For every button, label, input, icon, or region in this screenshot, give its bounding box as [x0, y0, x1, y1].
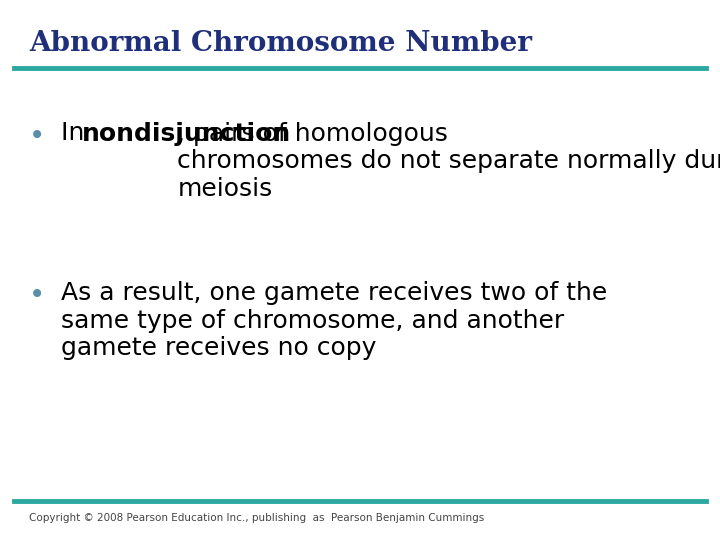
- Text: •: •: [29, 281, 45, 309]
- Text: Abnormal Chromosome Number: Abnormal Chromosome Number: [29, 30, 532, 57]
- Text: nondisjunction: nondisjunction: [82, 122, 291, 145]
- Text: As a result, one gamete receives two of the
same type of chromosome, and another: As a result, one gamete receives two of …: [61, 281, 608, 360]
- Text: Copyright © 2008 Pearson Education Inc., publishing  as  Pearson Benjamin Cummin: Copyright © 2008 Pearson Education Inc.,…: [29, 512, 484, 523]
- Text: , pairs of homologous
chromosomes do not separate normally during
meiosis: , pairs of homologous chromosomes do not…: [177, 122, 720, 201]
- Text: •: •: [29, 122, 45, 150]
- Text: In: In: [61, 122, 93, 145]
